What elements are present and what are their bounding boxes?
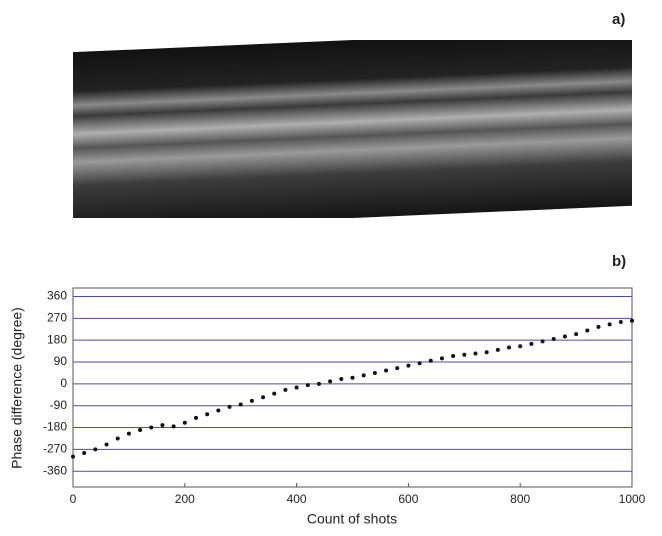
point <box>171 424 176 429</box>
point <box>395 366 400 371</box>
point <box>205 412 210 417</box>
point <box>283 387 288 392</box>
point <box>406 363 411 368</box>
point <box>417 361 422 366</box>
x-tick-label: 600 <box>398 492 418 506</box>
y-axis-title: Phase difference (degree) <box>9 307 25 469</box>
y-tick-label: 90 <box>54 354 68 368</box>
point <box>618 319 623 324</box>
point <box>160 423 165 428</box>
point <box>82 451 87 456</box>
x-axis-title: Count of shots <box>307 511 397 527</box>
point <box>227 404 232 409</box>
point <box>596 324 601 329</box>
mask <box>60 20 650 40</box>
point <box>529 341 534 346</box>
point <box>428 358 433 363</box>
x-tick-label: 0 <box>70 492 77 506</box>
y-tick-label: 0 <box>60 376 67 390</box>
y-tick-label: 180 <box>47 332 67 346</box>
point <box>193 415 198 420</box>
mask <box>60 218 650 243</box>
point <box>372 370 377 375</box>
x-tick-label: 400 <box>287 492 307 506</box>
point <box>473 351 478 356</box>
point <box>182 420 187 425</box>
point <box>149 425 154 430</box>
point <box>384 368 389 373</box>
point <box>350 375 355 380</box>
point <box>272 391 277 396</box>
point <box>562 334 567 339</box>
point <box>574 332 579 337</box>
point <box>630 318 634 323</box>
y-tick-label: 360 <box>47 289 67 303</box>
point <box>249 398 254 403</box>
point <box>238 402 243 407</box>
point <box>507 345 512 350</box>
y-tick-label: 270 <box>47 311 67 325</box>
point <box>328 379 333 384</box>
point <box>585 328 590 333</box>
point <box>138 427 143 432</box>
point <box>451 353 456 358</box>
point <box>439 356 444 361</box>
y-tick-label: -180 <box>43 420 67 434</box>
x-tick-label: 1000 <box>619 492 646 506</box>
point <box>216 408 221 413</box>
point <box>607 322 612 327</box>
x-tick-label: 200 <box>175 492 195 506</box>
y-tick-label: -90 <box>50 398 68 412</box>
plot-frame <box>72 287 633 488</box>
point <box>71 454 75 459</box>
point <box>495 347 500 352</box>
point <box>261 395 266 400</box>
point <box>104 442 109 447</box>
point <box>484 350 489 355</box>
y-tick-label: -270 <box>43 442 67 456</box>
point <box>294 385 299 390</box>
point <box>339 377 344 382</box>
point <box>305 383 310 388</box>
point <box>115 436 120 441</box>
panel-label: b) <box>612 253 626 270</box>
point <box>551 336 556 341</box>
panel-label: a) <box>612 11 625 28</box>
point <box>93 447 98 452</box>
point <box>316 381 321 386</box>
x-tick-label: 800 <box>510 492 530 506</box>
point <box>361 373 366 378</box>
point <box>518 344 523 349</box>
point <box>462 352 467 357</box>
point <box>126 431 131 436</box>
fringe-image <box>73 27 632 231</box>
point <box>540 339 545 344</box>
y-tick-label: -360 <box>43 463 67 477</box>
